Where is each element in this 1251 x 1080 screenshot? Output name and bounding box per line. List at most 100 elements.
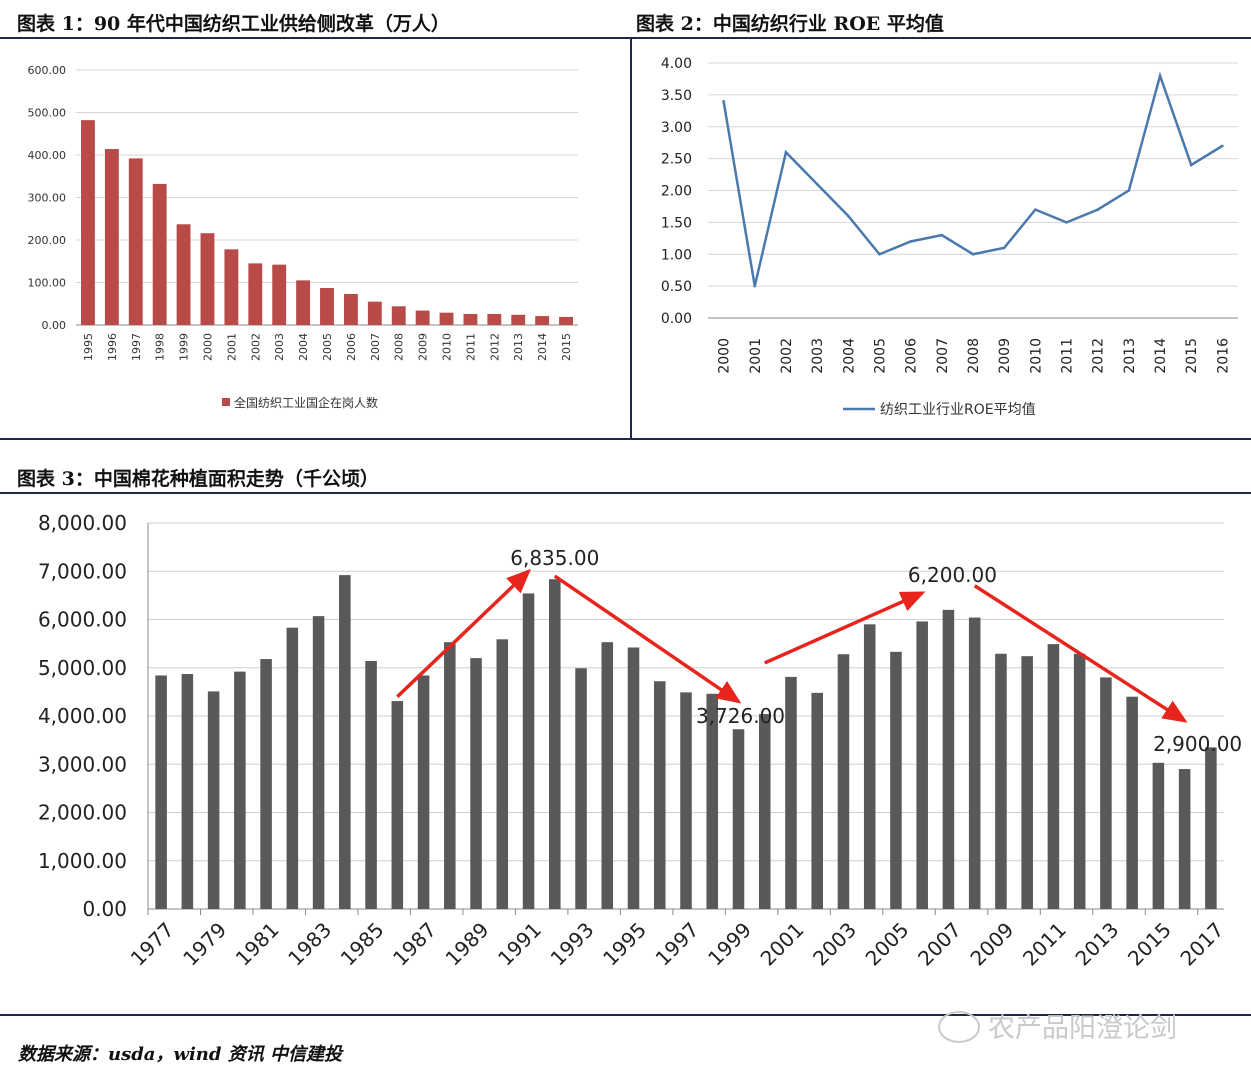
chart1-bar: [296, 280, 311, 325]
chart2-y-tick-label: 1.00: [661, 247, 692, 263]
chart3-x-tick-label: 2011: [1018, 918, 1071, 971]
chart3-bar: [785, 676, 797, 909]
chart3-bar: [181, 674, 194, 909]
chart2-y-tick-label: 1.50: [661, 215, 692, 231]
chart3-annotation-label: 6,835.00: [510, 546, 599, 570]
chart3-bar: [444, 642, 456, 909]
chart2-data-point: [1096, 208, 1100, 211]
chart3-x-tick-label: 1987: [388, 918, 441, 971]
chart1-x-tick-label: 2012: [488, 333, 501, 361]
chart2-x-tick-label: 2002: [779, 338, 795, 374]
chart1-bar: [176, 224, 191, 325]
chart1-title: 图表 1：90 年代中国纺织工业供给侧改革（万人）: [17, 13, 450, 35]
chart3-bar: [549, 579, 561, 909]
chart3-bar: [391, 701, 404, 909]
chart2-x-tick-label: 2015: [1184, 338, 1200, 374]
chart3-top-rule: [0, 492, 1251, 494]
chart3-bar: [732, 729, 745, 909]
chart3-x-tick-label: 1989: [441, 918, 494, 971]
chart2-data-point: [1034, 208, 1037, 211]
chart1-bar: [248, 263, 263, 325]
chart2-data-point: [878, 252, 881, 256]
chart1-x-tick-label: 2006: [345, 333, 358, 361]
chart3-bar: [706, 693, 719, 909]
chart3-bar: [1126, 696, 1138, 909]
chart1-x-tick-label: 2013: [512, 333, 525, 361]
chart3-x-tick-label: 1999: [703, 918, 756, 971]
chart2-data-point: [971, 252, 975, 256]
chart1-y-tick-label: 500.00: [28, 107, 67, 120]
chart3-bar: [653, 681, 666, 909]
chart3-bar: [1178, 769, 1191, 909]
chart1-bar: [128, 158, 143, 325]
chart3-trend-arrow: [396, 568, 532, 698]
chart3-annotation-label: 3,726.00: [696, 704, 785, 728]
chart3-annotation-label: 2,900.00: [1153, 732, 1242, 756]
chart1-x-tick-label: 2000: [201, 333, 214, 361]
watermark-text: 农产品阳澄论剑: [988, 1013, 1177, 1044]
chart1-y-tick-label: 300.00: [28, 192, 67, 205]
chart2-data-point: [846, 214, 850, 218]
chart1-bar: [104, 149, 119, 325]
chart3-bar: [155, 675, 167, 909]
chart3-y-tick-label: 3,000.00: [38, 752, 127, 776]
chart2-x-tick-label: 2010: [1028, 338, 1044, 374]
chart2-data-point: [1189, 163, 1193, 167]
watermark: 农产品阳澄论剑: [938, 1006, 1177, 1046]
top-rule: [0, 37, 1251, 39]
chart1-x-tick-label: 1995: [82, 333, 95, 361]
chart2-data-point: [1127, 189, 1131, 192]
chart3-bar: [1047, 644, 1060, 909]
chart3-x-tick-label: 1979: [178, 918, 231, 971]
chart3-x-tick-label: 1997: [651, 918, 704, 971]
vertical-divider: [630, 37, 632, 439]
bottom-rule: [0, 1014, 1251, 1016]
chart3-x-tick-label: 1981: [231, 918, 284, 971]
chart1-y-tick-label: 400.00: [28, 149, 67, 162]
chart2-x-tick-label: 2013: [1122, 338, 1138, 374]
chart2-x-tick-label: 2003: [810, 338, 826, 374]
chart1-bar: [200, 233, 215, 325]
chart1-bar: [343, 293, 358, 325]
chart3-trend-arrow: [553, 574, 742, 704]
chart3-x-tick-label: 1985: [336, 918, 389, 971]
chart1-x-tick-label: 2003: [273, 333, 286, 361]
chart3-bar: [837, 654, 850, 909]
chart3-bar: [575, 668, 587, 909]
chart1-bar: [367, 301, 382, 325]
chart2-x-tick-label: 2008: [966, 338, 982, 374]
chart3-bar: [942, 609, 955, 909]
chart3-bar: [1100, 677, 1112, 909]
chart2-line-chart: 0.00 0.50 1.00 1.50 2.00 2.50 3.00 3.50 4.00 2000…: [661, 56, 1238, 418]
chart2-x-tick-label: 2004: [841, 338, 857, 374]
chart3-bar: [758, 714, 771, 909]
chart3-bar: [1152, 762, 1165, 909]
chart3-bar: [1205, 747, 1217, 909]
chart1-bar: [320, 288, 334, 325]
chart3-title: 图表 3：中国棉花种植面积走势（千公顷）: [17, 468, 379, 490]
chart3-x-tick-label: 1991: [493, 918, 546, 971]
chart3-x-tick-label: 2003: [808, 918, 861, 971]
chart3-y-tick-label: 0.00: [82, 897, 127, 921]
chart3-x-tick-label: 2007: [913, 918, 966, 971]
chart3-x-tick-label: 2013: [1070, 918, 1123, 971]
chart3-bar: [260, 659, 272, 909]
chart1-bar: [152, 183, 167, 325]
chart3-y-tick-label: 1,000.00: [38, 849, 127, 873]
chart3-bar: [863, 624, 876, 909]
chart2-y-tick-label: 2.50: [661, 152, 692, 168]
chart2-data-point: [784, 150, 788, 154]
middle-rule: [0, 438, 1251, 440]
chart3-x-tick-label: 2001: [756, 918, 809, 971]
chart3-bar: [522, 593, 535, 909]
chart1-x-tick-label: 2014: [536, 333, 549, 361]
chart1-y-tick-label: 600.00: [28, 64, 67, 77]
chart1-legend-swatch: [222, 398, 230, 406]
chart2-x-tick-label: 2007: [935, 338, 951, 374]
chart1-bar: [224, 249, 239, 325]
chart3-y-tick-label: 5,000.00: [38, 656, 127, 680]
chart3-bar: [1021, 656, 1033, 909]
chart1-x-tick-label: 2001: [225, 333, 238, 361]
chart1-bar: [415, 310, 430, 325]
